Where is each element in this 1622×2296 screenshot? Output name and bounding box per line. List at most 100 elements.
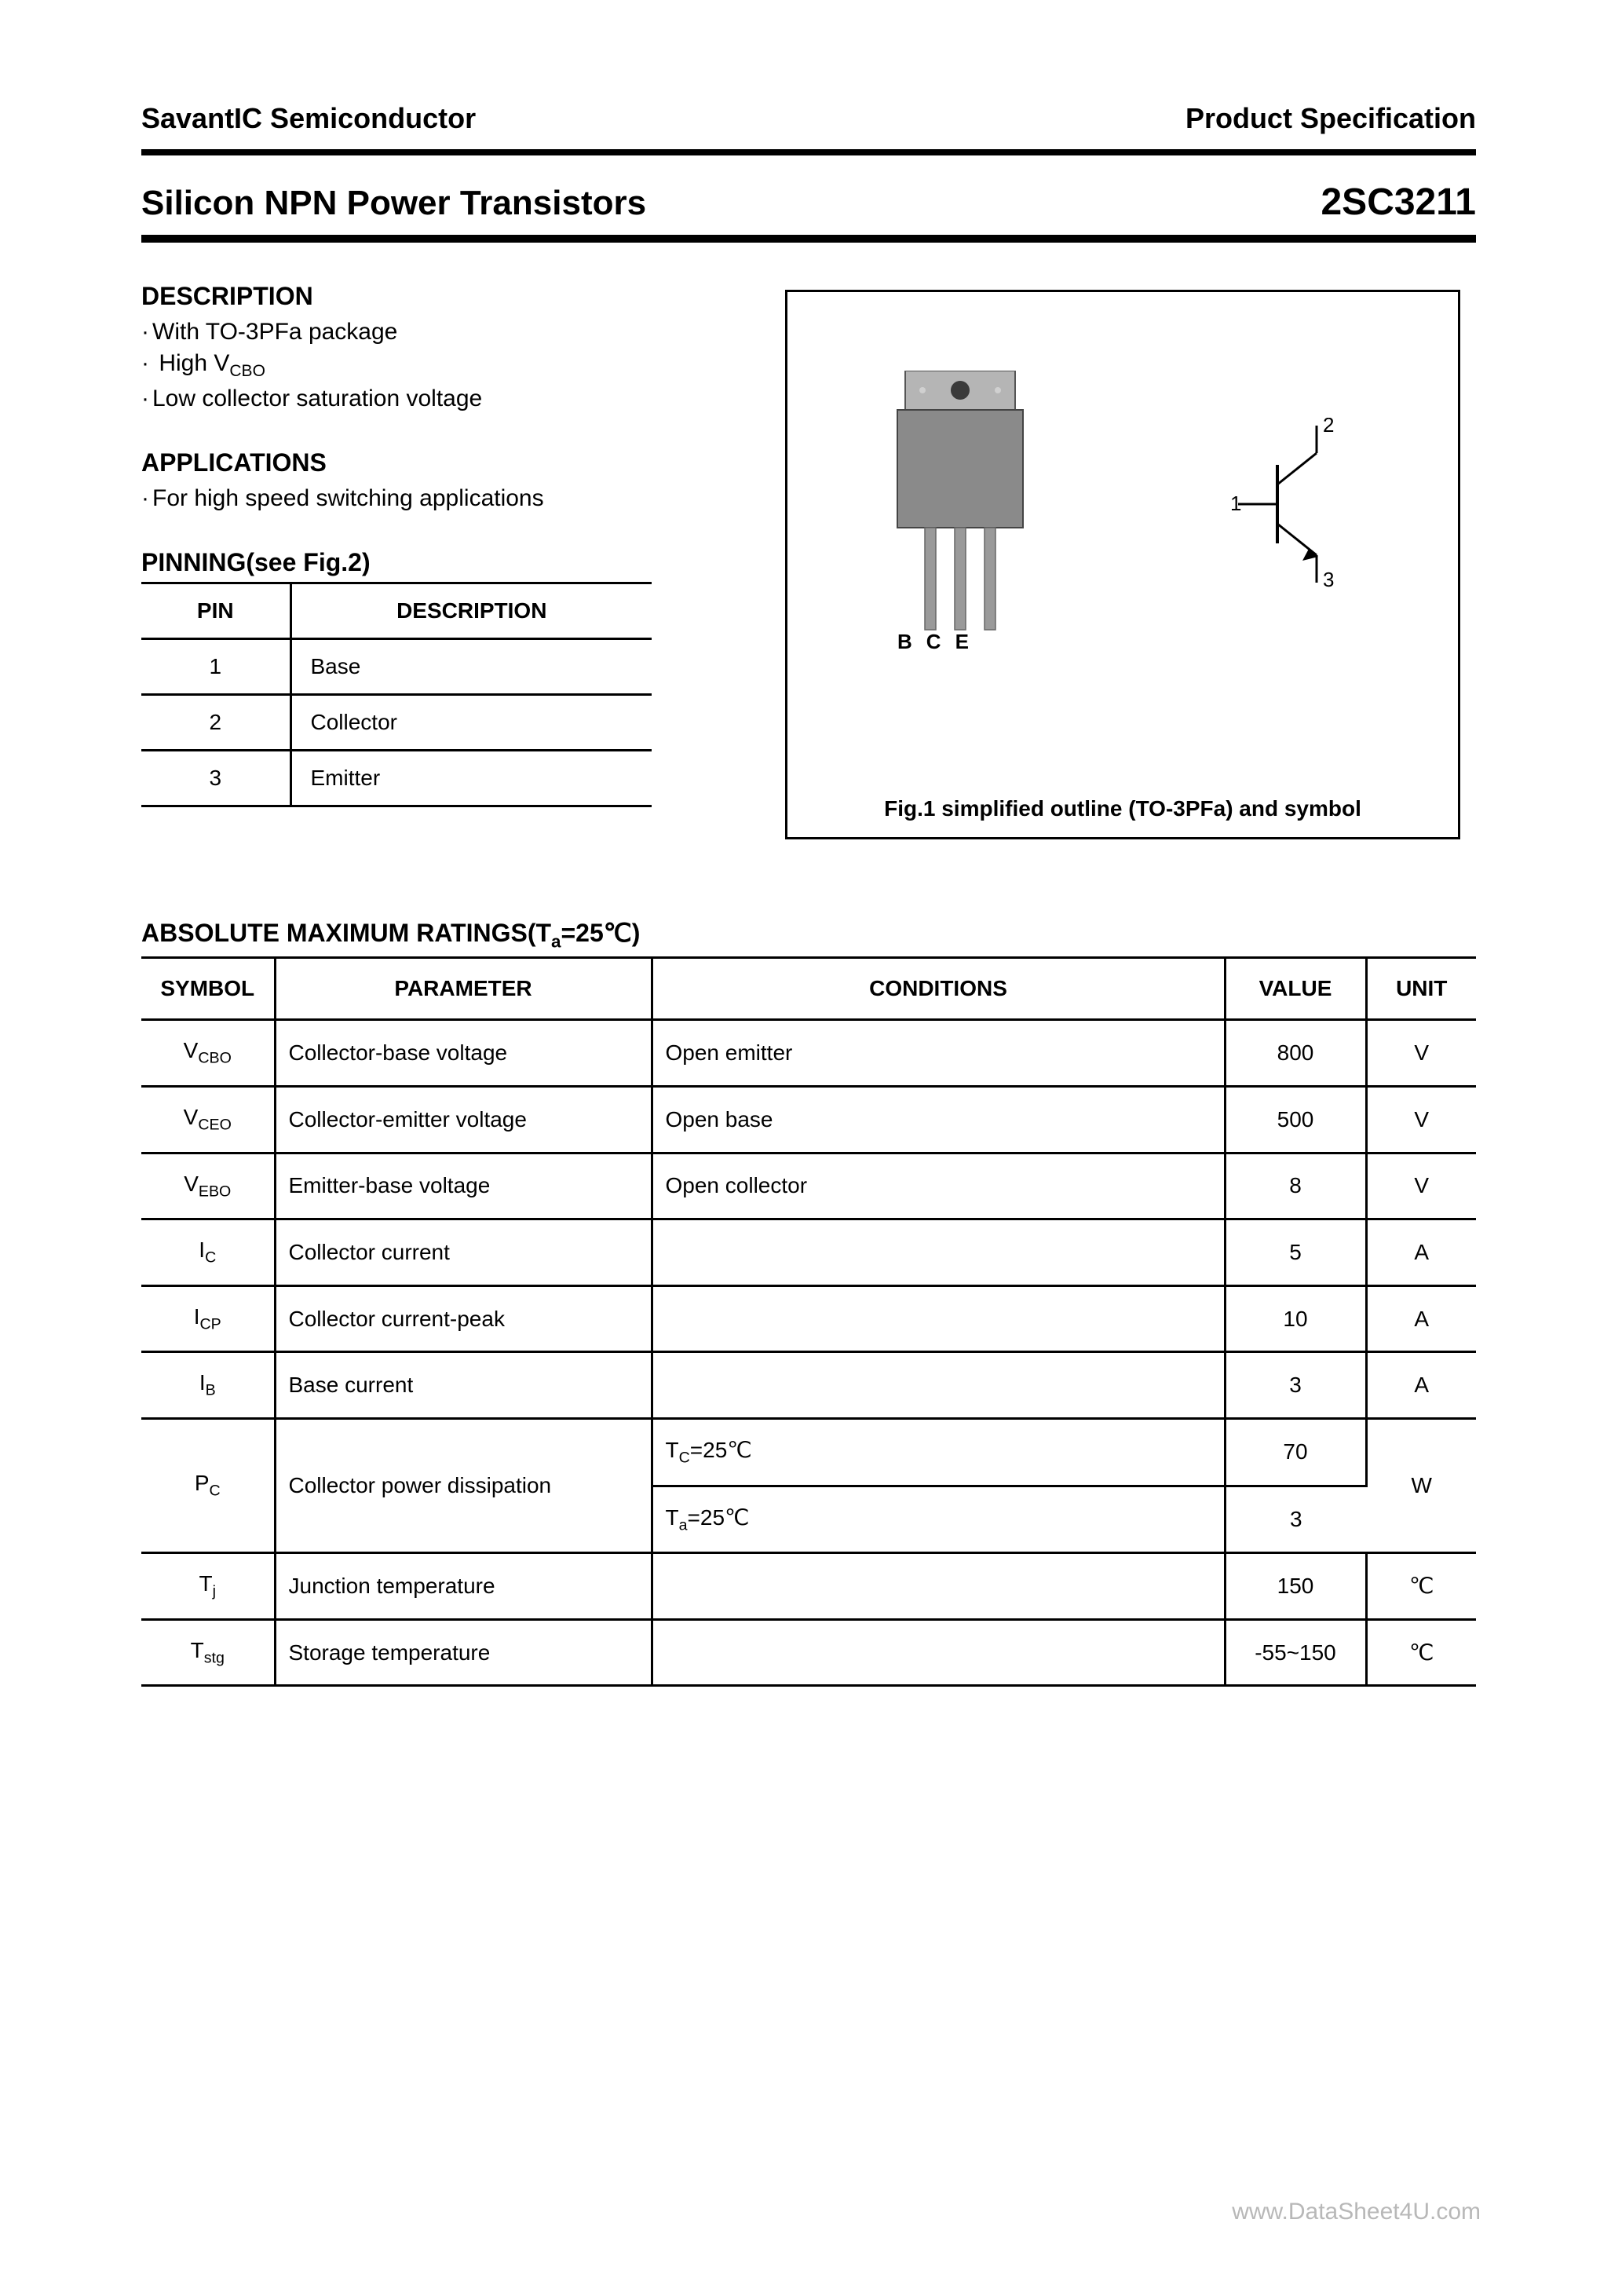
- symbol-pin-2: 2: [1323, 418, 1334, 437]
- conditions-cell: [652, 1619, 1225, 1686]
- applications-line: For high speed switching applications: [141, 485, 707, 512]
- table-row: IB Base current 3 A: [141, 1352, 1476, 1419]
- unit-cell: V: [1366, 1153, 1476, 1219]
- ratings-heading-sub: a: [551, 931, 561, 951]
- description-line: High VCBO: [141, 350, 707, 381]
- desc-col-header: DESCRIPTION: [290, 583, 652, 639]
- package-outline-icon: [890, 371, 1031, 638]
- table-row: VCEO Collector-emitter voltage Open base…: [141, 1086, 1476, 1153]
- value-cell: -55~150: [1225, 1619, 1366, 1686]
- ratings-table: SYMBOL PARAMETER CONDITIONS VALUE UNIT V…: [141, 956, 1476, 1687]
- pin-desc: Emitter: [290, 751, 652, 806]
- title-row: Silicon NPN Power Transistors 2SC3211: [141, 181, 1476, 235]
- conditions-cell: [652, 1285, 1225, 1352]
- table-row: Tj Junction temperature 150 ℃: [141, 1553, 1476, 1620]
- value-cell: 500: [1225, 1086, 1366, 1153]
- unit-cell: V: [1366, 1020, 1476, 1087]
- pin-number: 1: [141, 639, 290, 695]
- col-value: VALUE: [1225, 958, 1366, 1020]
- parameter-cell: Storage temperature: [275, 1619, 652, 1686]
- col-symbol: SYMBOL: [141, 958, 275, 1020]
- unit-cell: W: [1366, 1418, 1476, 1552]
- table-header-row: PIN DESCRIPTION: [141, 583, 652, 639]
- pin-desc: Collector: [290, 695, 652, 751]
- parameter-cell: Collector-base voltage: [275, 1020, 652, 1087]
- symbol-cell: ICP: [141, 1285, 275, 1352]
- table-row: Tstg Storage temperature -55~150 ℃: [141, 1619, 1476, 1686]
- pin-label-b: B: [897, 630, 926, 653]
- parameter-cell: Collector-emitter voltage: [275, 1086, 652, 1153]
- ratings-heading: ABSOLUTE MAXIMUM RATINGS(Ta=25℃): [141, 918, 1476, 956]
- unit-cell: ℃: [1366, 1619, 1476, 1686]
- left-column: DESCRIPTION With TO-3PFa package High VC…: [141, 282, 707, 839]
- value-cell: 8: [1225, 1153, 1366, 1219]
- part-number: 2SC3211: [1321, 181, 1476, 224]
- figure-box: BCE 1 2 3 Fig.1 simplified outline (TO-3…: [785, 290, 1460, 839]
- description-heading: DESCRIPTION: [141, 282, 707, 311]
- table-row: 3 Emitter: [141, 751, 652, 806]
- col-parameter: PARAMETER: [275, 958, 652, 1020]
- header-rule: [141, 149, 1476, 155]
- company-name: SavantIC Semiconductor: [141, 102, 476, 135]
- table-row: VCBO Collector-base voltage Open emitter…: [141, 1020, 1476, 1087]
- ratings-heading-prefix: ABSOLUTE MAXIMUM RATINGS(T: [141, 919, 551, 947]
- watermark-text: www.DataSheet4U.com: [1232, 2199, 1481, 2225]
- pinning-heading: PINNING(see Fig.2): [141, 548, 707, 582]
- applications-heading: APPLICATIONS: [141, 448, 707, 477]
- unit-cell: A: [1366, 1285, 1476, 1352]
- symbol-cell: IB: [141, 1352, 275, 1419]
- conditions-cell: TC=25℃: [652, 1418, 1225, 1486]
- table-row: ICP Collector current-peak 10 A: [141, 1285, 1476, 1352]
- conditions-cell: [652, 1352, 1225, 1419]
- symbol-pin-1: 1: [1230, 492, 1241, 515]
- pin-col-header: PIN: [141, 583, 290, 639]
- product-spec-label: Product Specification: [1185, 102, 1476, 135]
- value-cell: 70: [1225, 1418, 1366, 1486]
- symbol-cell: PC: [141, 1418, 275, 1552]
- figure-caption: Fig.1 simplified outline (TO-3PFa) and s…: [787, 796, 1458, 821]
- symbol-cell: VEBO: [141, 1153, 275, 1219]
- table-row: 1 Base: [141, 639, 652, 695]
- col-unit: UNIT: [1366, 958, 1476, 1020]
- symbol-cell: VCBO: [141, 1020, 275, 1087]
- symbol-cell: Tstg: [141, 1619, 275, 1686]
- document-title: Silicon NPN Power Transistors: [141, 184, 646, 223]
- description-line: With TO-3PFa package: [141, 319, 707, 345]
- desc-high-v: High V: [159, 350, 229, 376]
- value-cell: 5: [1225, 1219, 1366, 1286]
- parameter-cell: Junction temperature: [275, 1553, 652, 1620]
- conditions-cell: Open base: [652, 1086, 1225, 1153]
- parameter-cell: Collector current-peak: [275, 1285, 652, 1352]
- pinning-table: PIN DESCRIPTION 1 Base 2 Collector 3 Emi…: [141, 582, 652, 807]
- symbol-cell: VCEO: [141, 1086, 275, 1153]
- parameter-cell: Emitter-base voltage: [275, 1153, 652, 1219]
- right-column: BCE 1 2 3 Fig.1 simplified outline (TO-3…: [785, 282, 1476, 839]
- table-header-row: SYMBOL PARAMETER CONDITIONS VALUE UNIT: [141, 958, 1476, 1020]
- pin-number: 2: [141, 695, 290, 751]
- description-line: Low collector saturation voltage: [141, 386, 707, 412]
- pin-label-e: E: [955, 630, 983, 653]
- value-cell: 150: [1225, 1553, 1366, 1620]
- pin-desc: Base: [290, 639, 652, 695]
- table-row: IC Collector current 5 A: [141, 1219, 1476, 1286]
- conditions-cell: [652, 1219, 1225, 1286]
- datasheet-page: SavantIC Semiconductor Product Specifica…: [141, 102, 1476, 1687]
- value-cell: 3: [1225, 1352, 1366, 1419]
- unit-cell: ℃: [1366, 1553, 1476, 1620]
- conditions-cell: Ta=25℃: [652, 1486, 1225, 1553]
- pin-label-c: C: [926, 630, 955, 653]
- title-rule: [141, 235, 1476, 243]
- symbol-cell: IC: [141, 1219, 275, 1286]
- conditions-cell: Open emitter: [652, 1020, 1225, 1087]
- value-cell: 10: [1225, 1285, 1366, 1352]
- table-row: VEBO Emitter-base voltage Open collector…: [141, 1153, 1476, 1219]
- col-conditions: CONDITIONS: [652, 958, 1225, 1020]
- ratings-heading-suffix: =25℃): [561, 919, 640, 947]
- header-row: SavantIC Semiconductor Product Specifica…: [141, 102, 1476, 149]
- table-row: PC Collector power dissipation TC=25℃ 70…: [141, 1418, 1476, 1486]
- parameter-cell: Collector current: [275, 1219, 652, 1286]
- table-row: 2 Collector: [141, 695, 652, 751]
- package-pin-labels: BCE: [897, 630, 983, 654]
- upper-columns: DESCRIPTION With TO-3PFa package High VC…: [141, 282, 1476, 839]
- desc-high-v-sub: CBO: [229, 362, 265, 380]
